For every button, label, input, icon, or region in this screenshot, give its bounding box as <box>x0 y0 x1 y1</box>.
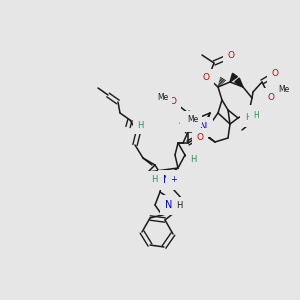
Text: H: H <box>151 176 157 184</box>
Text: Me: Me <box>183 119 195 128</box>
Text: +: + <box>171 176 177 184</box>
Text: N: N <box>200 122 208 132</box>
Text: H: H <box>245 113 251 122</box>
Text: O: O <box>254 118 260 127</box>
Text: Me: Me <box>158 92 169 101</box>
Text: H: H <box>253 112 259 121</box>
Text: Me: Me <box>278 85 290 94</box>
Polygon shape <box>185 155 195 163</box>
Polygon shape <box>230 73 237 82</box>
Text: O: O <box>227 52 235 61</box>
Text: O: O <box>196 133 203 142</box>
Text: O: O <box>272 70 278 79</box>
Text: O: O <box>169 98 176 106</box>
Text: N: N <box>163 175 171 185</box>
Text: O: O <box>268 92 274 101</box>
Text: N: N <box>165 200 173 210</box>
Text: H: H <box>176 202 182 211</box>
Text: O: O <box>202 74 209 82</box>
Text: H: H <box>190 155 196 164</box>
Polygon shape <box>235 78 243 87</box>
Text: H: H <box>137 121 143 130</box>
Text: Me: Me <box>188 115 199 124</box>
Text: H: H <box>244 110 250 118</box>
